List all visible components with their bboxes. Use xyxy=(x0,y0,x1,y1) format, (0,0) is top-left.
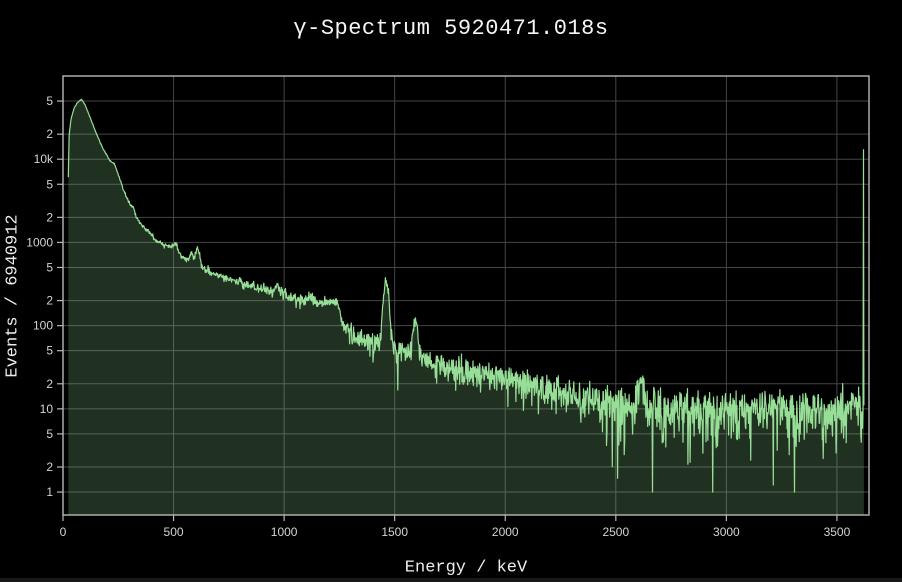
y-tick-label: 2 xyxy=(46,127,53,141)
chart-title: γ-Spectrum 5920471.018s xyxy=(293,16,609,41)
x-axis-title: Energy / keV xyxy=(404,558,528,578)
spectrum-fill xyxy=(68,99,864,515)
x-tick-label: 0 xyxy=(60,525,67,539)
x-tick-label: 500 xyxy=(164,525,184,539)
y-tick-label: 2 xyxy=(46,460,53,474)
y-tick-label: 1000 xyxy=(26,235,53,249)
x-tick-label: 3500 xyxy=(824,525,851,539)
y-tick-label: 5 xyxy=(46,260,53,274)
y-tick-label: 2 xyxy=(46,210,53,224)
x-tick-label: 2500 xyxy=(602,525,629,539)
window-bottom-edge xyxy=(0,578,902,582)
x-tick-label: 2000 xyxy=(492,525,519,539)
plot-frame xyxy=(62,75,870,516)
x-tick-label: 1500 xyxy=(381,525,408,539)
x-tick-label: 3000 xyxy=(713,525,740,539)
y-tick-label: 5 xyxy=(46,94,53,108)
axis-ticks xyxy=(57,100,838,521)
y-tick-label: 10 xyxy=(40,402,54,416)
y-tick-label: 100 xyxy=(33,319,53,333)
y-tick-label: 10k xyxy=(34,152,54,166)
y-tick-label: 2 xyxy=(46,377,53,391)
y-tick-label: 5 xyxy=(46,427,53,441)
y-tick-label: 1 xyxy=(46,485,53,499)
y-tick-label: 5 xyxy=(46,344,53,358)
axis-tick-labels: 0 500 1000 1500 2000 2500 3000 3500 1 2 5 10 2 5 100 2 5… xyxy=(26,94,850,539)
y-tick-label: 5 xyxy=(46,177,53,191)
y-tick-label: 2 xyxy=(46,294,53,308)
spectrum-line xyxy=(67,98,865,493)
x-tick-label: 1000 xyxy=(271,525,298,539)
gridlines xyxy=(62,76,869,515)
